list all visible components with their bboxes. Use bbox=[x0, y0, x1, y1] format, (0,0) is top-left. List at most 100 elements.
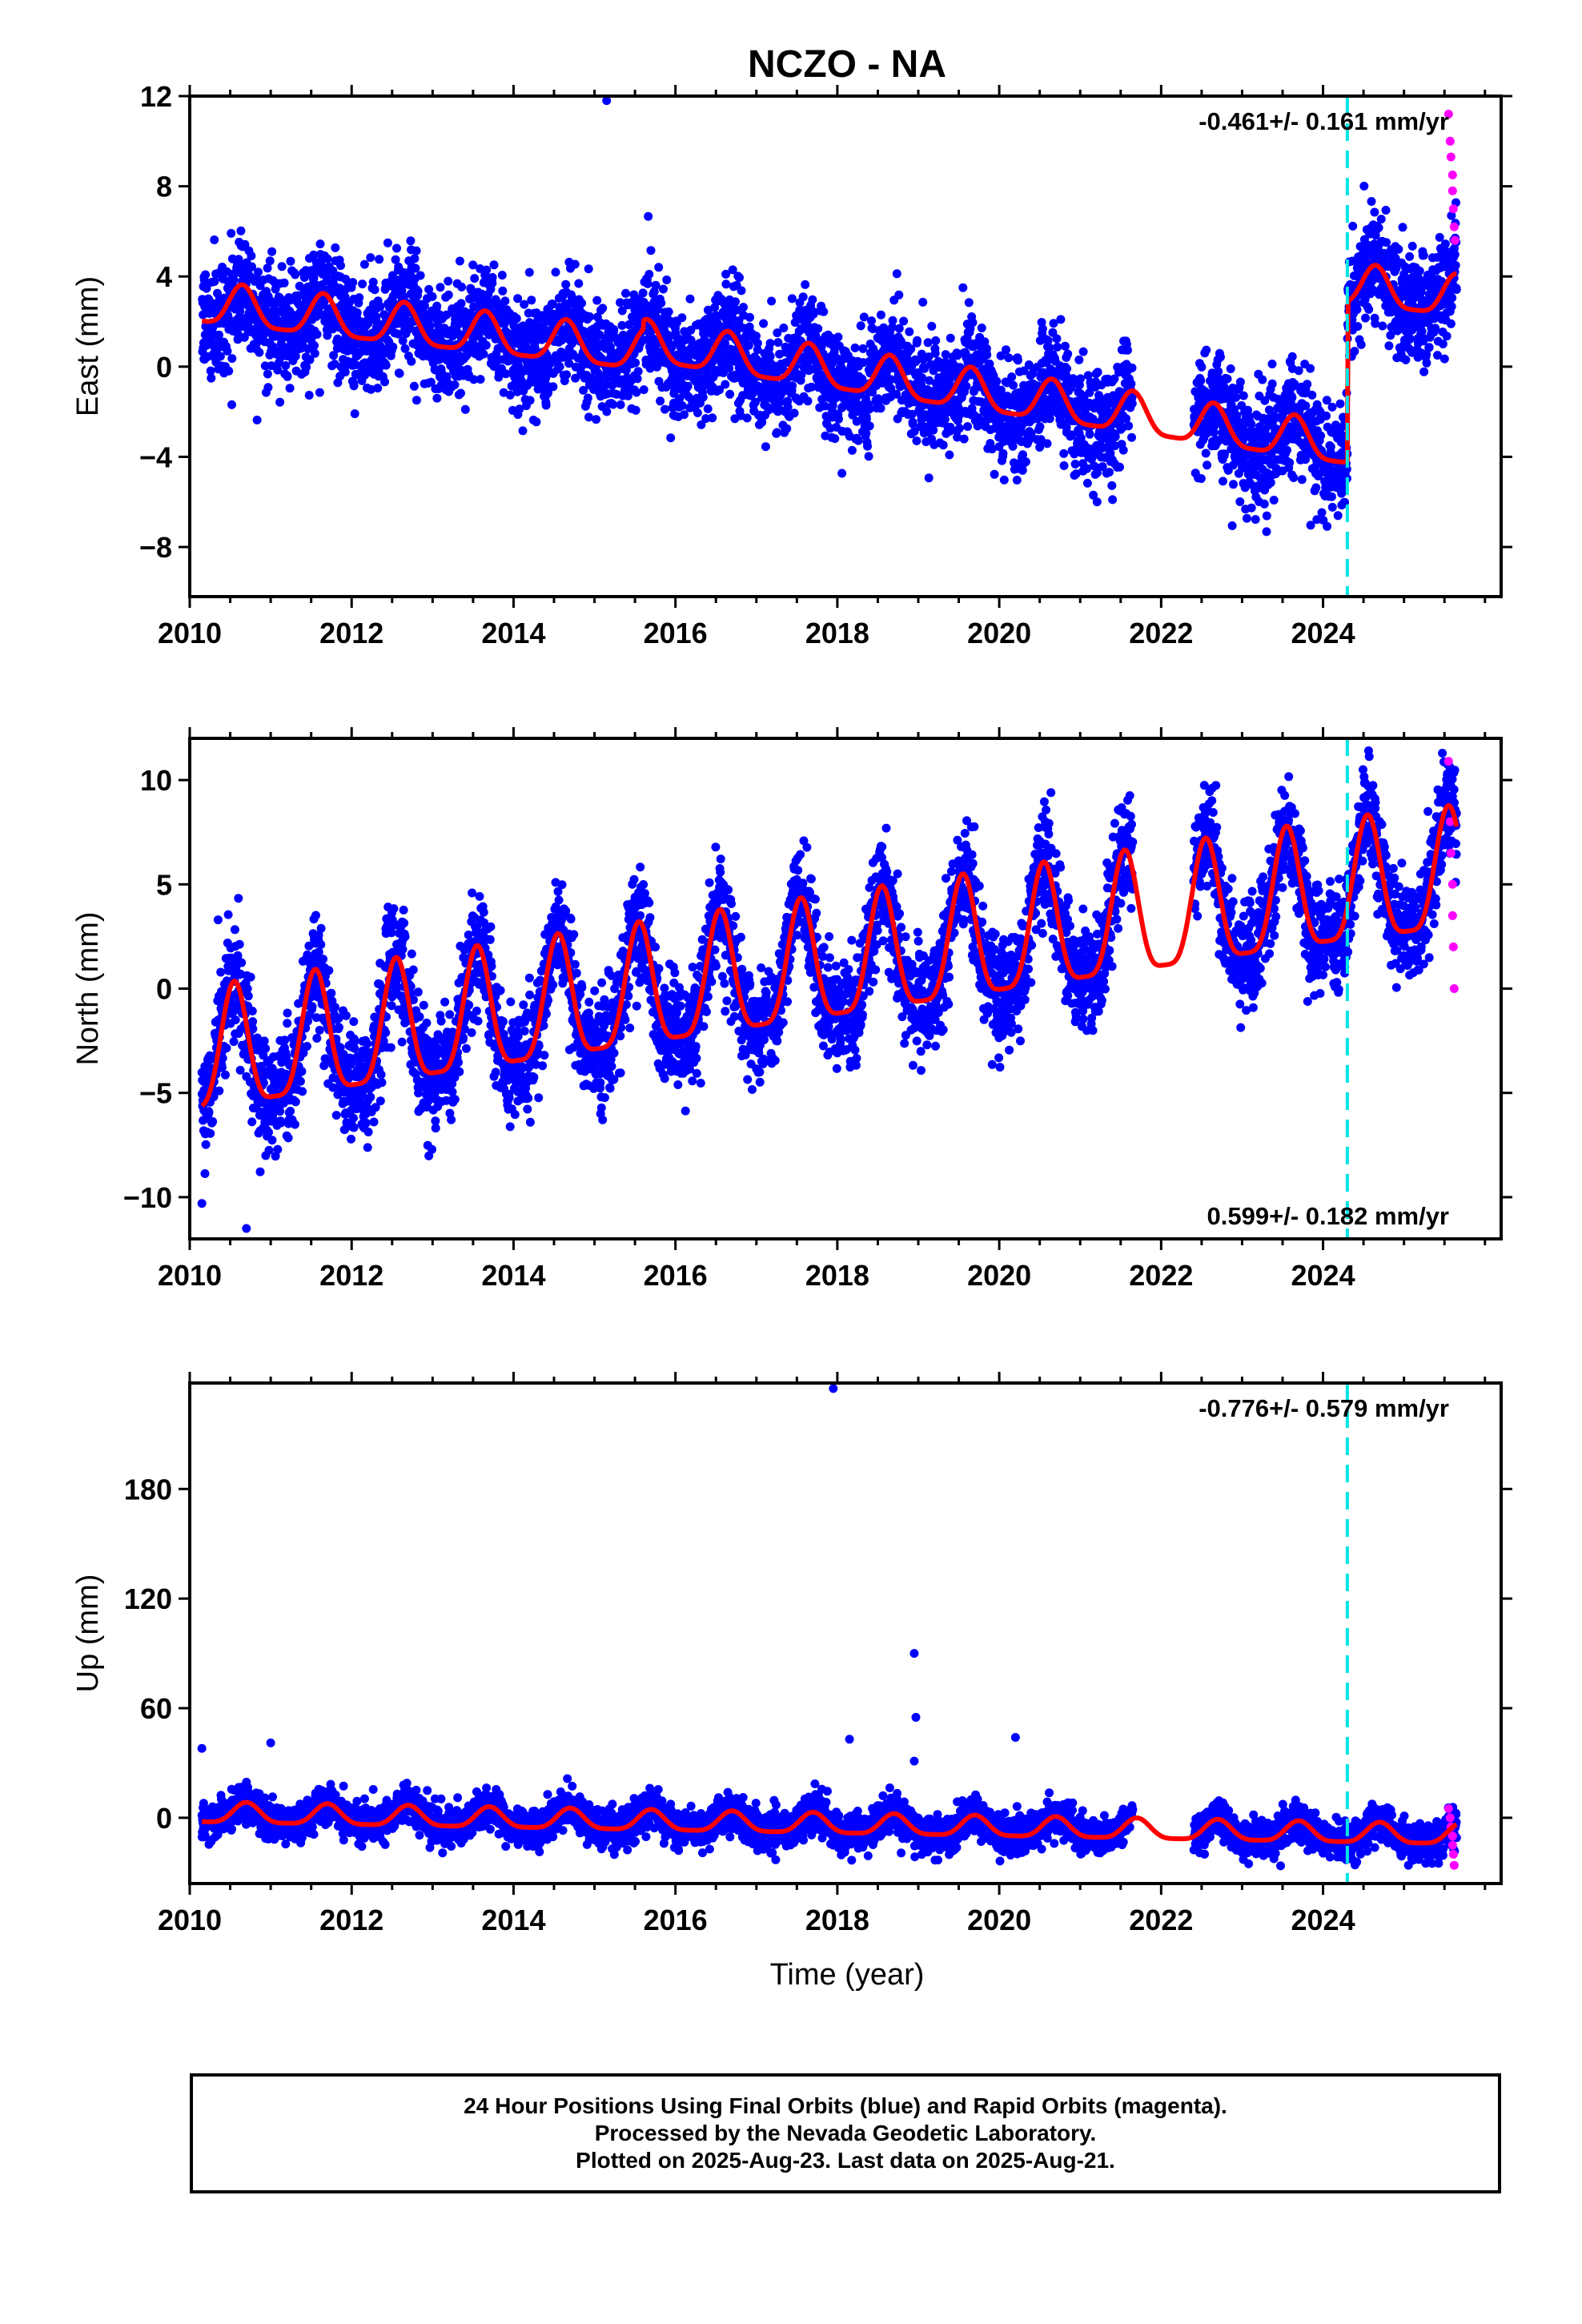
east-data-point bbox=[551, 267, 560, 277]
east-data-point bbox=[945, 450, 954, 460]
east-data-point bbox=[330, 360, 339, 369]
east-data-point bbox=[1209, 428, 1219, 437]
east-data-point bbox=[1287, 393, 1297, 402]
east-data-point bbox=[476, 375, 485, 384]
east-data-point bbox=[894, 290, 904, 300]
east-data-point bbox=[592, 296, 602, 305]
east-data-point bbox=[1235, 497, 1245, 506]
east-data-point bbox=[924, 473, 934, 483]
east-data-point bbox=[639, 385, 648, 395]
east-data-point bbox=[789, 408, 799, 418]
east-data-point bbox=[737, 286, 746, 296]
east-data-point bbox=[759, 319, 769, 328]
east-data-point bbox=[1052, 334, 1062, 344]
east-data-point bbox=[381, 360, 391, 370]
east-data-point bbox=[661, 404, 669, 414]
east-data-point bbox=[797, 370, 806, 380]
east-data-point bbox=[442, 310, 452, 320]
east-data-point bbox=[1438, 340, 1447, 348]
east-data-point bbox=[574, 279, 584, 288]
east-data-point bbox=[1442, 332, 1452, 341]
east-data-point bbox=[400, 344, 410, 353]
east-data-point bbox=[837, 468, 847, 478]
east-data-point bbox=[1247, 420, 1256, 429]
east-data-point bbox=[899, 316, 909, 326]
east-data-point bbox=[1247, 503, 1256, 513]
east-data-point bbox=[646, 246, 656, 255]
east-data-point bbox=[460, 404, 470, 414]
east-data-point bbox=[469, 375, 479, 384]
east-data-point bbox=[1216, 352, 1225, 362]
east-data-point bbox=[561, 279, 571, 289]
east-data-point bbox=[725, 389, 735, 399]
east-data-point bbox=[638, 288, 648, 298]
east-data-point bbox=[380, 377, 389, 387]
east-data-point bbox=[263, 263, 272, 273]
east-data-point bbox=[368, 277, 378, 287]
east-data-point bbox=[373, 384, 383, 393]
east-data-point bbox=[1259, 499, 1269, 509]
east-data-point bbox=[683, 381, 693, 391]
east-data-point bbox=[398, 336, 408, 345]
east-data-point bbox=[856, 321, 865, 331]
east-data-point bbox=[913, 336, 921, 345]
east-data-point bbox=[409, 381, 419, 391]
east-rapid-point bbox=[1448, 204, 1458, 214]
east-data-point bbox=[964, 298, 974, 308]
east-data-point bbox=[888, 316, 897, 325]
east-data-point bbox=[664, 307, 673, 316]
east-data-point bbox=[1196, 376, 1206, 385]
east-data-point bbox=[708, 413, 717, 423]
east-data-point bbox=[656, 396, 665, 406]
east-data-point bbox=[532, 417, 541, 427]
east-data-point bbox=[527, 296, 536, 305]
east-data-point bbox=[609, 325, 619, 334]
east-data-point bbox=[577, 299, 587, 308]
east-data-point bbox=[470, 274, 480, 283]
east-data-point bbox=[210, 235, 219, 244]
east-data-point bbox=[1196, 474, 1206, 484]
east-data-point bbox=[698, 392, 708, 402]
east-data-point bbox=[1401, 355, 1411, 364]
east-data-point bbox=[680, 410, 689, 420]
east-data-point bbox=[876, 404, 885, 413]
east-data-point bbox=[585, 312, 595, 321]
east-data-point bbox=[1227, 521, 1237, 530]
east-data-point bbox=[267, 361, 276, 371]
east-data-point bbox=[773, 338, 783, 348]
east-data-point bbox=[1226, 364, 1235, 373]
east-data-point bbox=[1356, 340, 1366, 349]
east-data-point bbox=[923, 338, 933, 348]
east-data-point bbox=[1126, 379, 1136, 388]
east-rapid-point bbox=[1449, 222, 1459, 231]
east-data-point bbox=[938, 440, 948, 450]
east-data-point bbox=[375, 302, 385, 312]
east-data-point bbox=[488, 272, 497, 282]
east-data-point bbox=[819, 307, 829, 316]
east-data-point bbox=[1009, 380, 1018, 390]
east-data-point bbox=[1093, 368, 1102, 377]
east-data-point bbox=[235, 307, 245, 316]
east-data-point bbox=[918, 297, 928, 307]
east-data-point bbox=[267, 247, 277, 256]
east-data-point bbox=[1322, 411, 1331, 420]
east-data-point bbox=[548, 382, 558, 392]
east-data-point bbox=[1378, 321, 1387, 331]
east-data-point bbox=[1311, 483, 1321, 493]
east-data-point bbox=[1269, 496, 1279, 505]
east-data-point bbox=[489, 260, 499, 270]
east-data-point bbox=[285, 384, 295, 393]
east-data-point bbox=[929, 425, 938, 435]
east-data-point bbox=[1367, 197, 1376, 206]
east-data-point bbox=[305, 355, 315, 364]
east-data-point bbox=[286, 256, 295, 266]
east-data-point bbox=[304, 391, 314, 400]
east-rapid-point bbox=[1447, 171, 1457, 180]
east-data-point bbox=[830, 434, 840, 444]
east-data-point bbox=[1013, 356, 1022, 365]
east-data-point bbox=[247, 251, 256, 260]
east-data-point bbox=[444, 276, 453, 286]
east-data-point bbox=[315, 239, 325, 249]
east-data-point bbox=[1004, 353, 1014, 363]
east-data-point bbox=[309, 250, 319, 259]
